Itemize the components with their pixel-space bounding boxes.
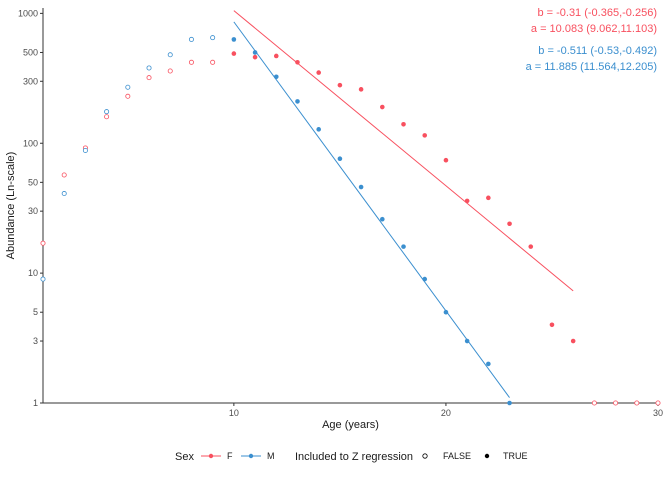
y-tick-label: 100 [23, 138, 38, 148]
legend-false-label: FALSE [443, 451, 471, 461]
regression-line-m [233, 21, 510, 398]
point-m [61, 191, 67, 197]
point-f [210, 59, 216, 65]
point-m [40, 276, 46, 282]
point-f [231, 51, 237, 56]
y-tick-label: 10 [28, 268, 38, 278]
point-m [337, 156, 343, 162]
point-m [401, 244, 406, 249]
point-f [634, 400, 640, 406]
point-f [104, 114, 110, 120]
x-tick-label: 20 [441, 408, 451, 418]
point-m [443, 309, 449, 315]
x-ticks: 10 20 30 [229, 403, 663, 418]
point-f [528, 244, 534, 249]
point-f [252, 54, 258, 60]
point-f [486, 195, 491, 201]
x-tick-label: 10 [229, 408, 239, 418]
point-m [507, 400, 512, 406]
point-f [146, 75, 152, 81]
y-tick-label: 1 [33, 398, 38, 408]
legend-f-label: F [227, 451, 233, 461]
legend-sex-title: Sex [175, 451, 194, 463]
point-m [252, 50, 258, 55]
point-m [464, 338, 470, 344]
regression-line-f [233, 10, 574, 292]
point-f [188, 59, 194, 65]
point-f [295, 60, 300, 65]
regression-lines [233, 10, 574, 398]
point-f [464, 198, 470, 204]
y-ticks: 1 3 5 10 30 50 100 300 500 1000 [18, 8, 43, 408]
point-f [358, 87, 364, 92]
legend: Sex F M Included to Z regression FALSE T… [175, 451, 528, 463]
axes [42, 8, 658, 404]
x-tick-label: 30 [653, 408, 663, 418]
legend-true-label: TRUE [503, 451, 528, 461]
point-f [316, 70, 321, 75]
annotation-f-slope: b = -0.31 (-0.365,-0.256) [537, 7, 657, 19]
point-f [273, 53, 279, 59]
regression-annotations: b = -0.31 (-0.365,-0.256) a = 10.083 (9.… [526, 7, 657, 73]
y-tick-label: 30 [28, 206, 38, 216]
point-m [125, 84, 131, 90]
y-tick-label: 3 [33, 336, 38, 346]
point-f [655, 400, 661, 406]
point-m [210, 35, 216, 41]
y-tick-label: 500 [23, 47, 38, 57]
point-m [358, 184, 364, 190]
point-m [104, 109, 110, 115]
point-f [549, 322, 555, 328]
point-f [167, 68, 173, 74]
point-f [337, 82, 343, 88]
point-f [401, 121, 406, 127]
point-m [422, 276, 428, 282]
legend-m-marker [248, 453, 254, 459]
point-m [295, 99, 300, 104]
point-f [40, 240, 46, 246]
point-f [422, 133, 428, 138]
point-m [167, 52, 173, 58]
point-m [316, 127, 321, 132]
point-f [61, 172, 67, 178]
annotation-f-intercept: a = 10.083 (9.062,11.103) [531, 23, 657, 35]
y-tick-label: 300 [23, 76, 38, 86]
point-f [443, 157, 449, 163]
point-f [613, 400, 619, 406]
data-points [40, 35, 661, 406]
point-f [507, 221, 512, 227]
point-f [591, 400, 597, 406]
point-m [380, 216, 385, 222]
point-f [380, 104, 385, 110]
legend-included-title: Included to Z regression [295, 451, 413, 463]
point-m [231, 37, 237, 42]
point-f [570, 338, 576, 344]
annotation-m-slope: b = -0.511 (-0.53,-0.492) [538, 45, 657, 57]
point-m [188, 36, 194, 42]
y-axis-title: Abundance (Ln-scale) [5, 152, 17, 260]
legend-m-label: M [267, 451, 275, 461]
x-axis-title: Age (years) [322, 419, 379, 431]
point-m [273, 74, 279, 80]
y-tick-label: 50 [28, 177, 38, 187]
point-f [125, 93, 131, 99]
y-tick-label: 1000 [18, 8, 38, 18]
legend-f-marker [208, 453, 214, 459]
point-m [486, 361, 491, 367]
legend-false-marker [422, 453, 428, 459]
legend-true-marker [484, 453, 490, 459]
point-m [146, 65, 152, 71]
annotation-m-intercept: a = 11.885 (11.564,12.205) [526, 61, 657, 73]
point-m [82, 147, 88, 153]
y-tick-label: 5 [33, 307, 38, 317]
